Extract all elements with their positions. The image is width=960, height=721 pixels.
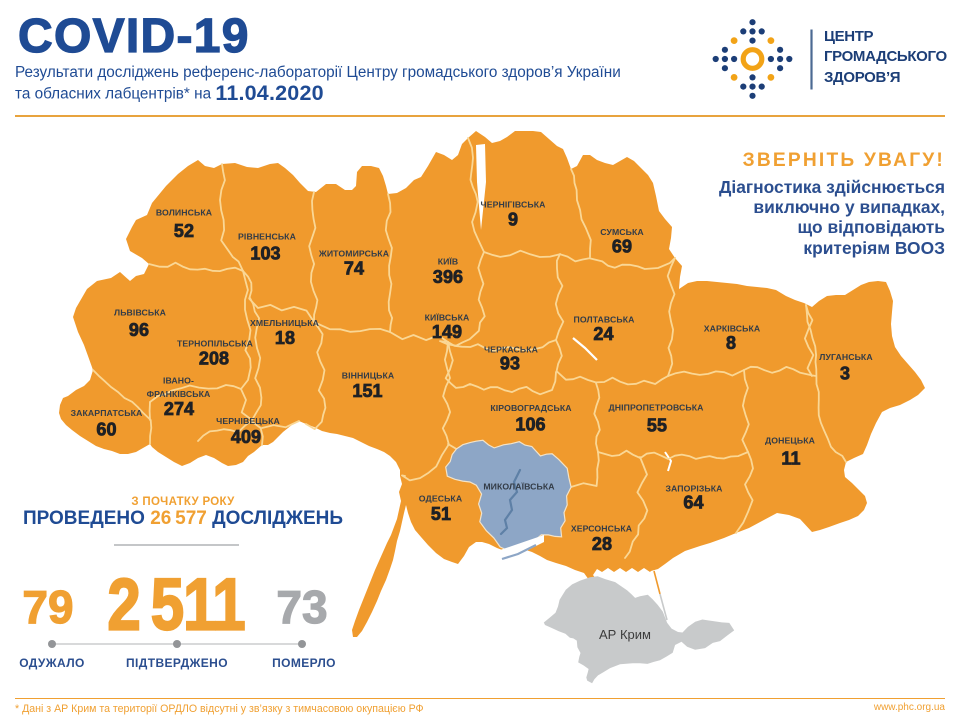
svg-text:КІРОВОГРАДСЬКА: КІРОВОГРАДСЬКА (490, 403, 572, 413)
svg-text:РІВНЕНСЬКА: РІВНЕНСЬКА (238, 232, 297, 242)
svg-text:ТЕРНОПІЛЬСЬКА: ТЕРНОПІЛЬСЬКА (177, 339, 254, 349)
svg-text:208: 208 (199, 349, 229, 369)
svg-text:28: 28 (592, 534, 612, 554)
svg-text:КИЇВ: КИЇВ (438, 257, 459, 267)
svg-text:18: 18 (275, 328, 295, 348)
svg-text:ДОНЕЦЬКА: ДОНЕЦЬКА (765, 436, 816, 446)
svg-text:ХМЕЛЬНИЦЬКА: ХМЕЛЬНИЦЬКА (250, 318, 320, 328)
svg-text:ДНІПРОПЕТРОВСЬКА: ДНІПРОПЕТРОВСЬКА (609, 403, 705, 413)
svg-text:55: 55 (647, 416, 667, 436)
svg-text:96: 96 (129, 320, 149, 340)
svg-text:ЧЕРНІВЕЦЬКА: ЧЕРНІВЕЦЬКА (216, 416, 280, 426)
svg-text:ФРАНКІВСЬКА: ФРАНКІВСЬКА (147, 389, 211, 399)
svg-text:93: 93 (500, 354, 520, 374)
svg-text:51: 51 (431, 504, 451, 524)
svg-text:ЗАПОРІЗЬКА: ЗАПОРІЗЬКА (665, 484, 723, 494)
svg-text:ОДЕСЬКА: ОДЕСЬКА (419, 494, 463, 504)
svg-text:ЧЕРКАСЬКА: ЧЕРКАСЬКА (484, 345, 539, 355)
svg-text:8: 8 (726, 333, 736, 353)
svg-text:ІВАНО-: ІВАНО- (163, 376, 194, 386)
svg-text:9: 9 (508, 210, 518, 230)
svg-text:149: 149 (432, 322, 462, 342)
svg-text:МИКОЛАЇВСЬКА: МИКОЛАЇВСЬКА (483, 482, 555, 492)
svg-text:74: 74 (344, 259, 364, 279)
svg-text:52: 52 (174, 221, 194, 241)
svg-text:ВОЛИНСЬКА: ВОЛИНСЬКА (156, 208, 213, 218)
svg-text:24: 24 (593, 324, 613, 344)
svg-text:ЖИТОМИРСЬКА: ЖИТОМИРСЬКА (318, 249, 390, 259)
svg-text:274: 274 (164, 399, 194, 419)
svg-text:3: 3 (840, 364, 850, 384)
svg-text:ХЕРСОНСЬКА: ХЕРСОНСЬКА (571, 524, 633, 534)
svg-text:КИЇВСЬКА: КИЇВСЬКА (425, 313, 470, 323)
svg-text:ХАРКІВСЬКА: ХАРКІВСЬКА (704, 324, 761, 334)
svg-text:ПОЛТАВСЬКА: ПОЛТАВСЬКА (574, 315, 636, 325)
svg-text:ВІННИЦЬКА: ВІННИЦЬКА (342, 371, 395, 381)
svg-text:ЛЬВІВСЬКА: ЛЬВІВСЬКА (114, 308, 167, 318)
svg-text:11: 11 (781, 449, 800, 469)
svg-text:396: 396 (433, 267, 463, 287)
svg-text:151: 151 (352, 381, 382, 401)
svg-text:ЧЕРНІГІВСЬКА: ЧЕРНІГІВСЬКА (481, 200, 547, 210)
svg-text:ЛУГАНСЬКА: ЛУГАНСЬКА (819, 352, 873, 362)
svg-text:АР Крим: АР Крим (599, 627, 651, 642)
svg-text:69: 69 (612, 237, 632, 257)
svg-text:64: 64 (683, 493, 703, 513)
svg-text:СУМСЬКА: СУМСЬКА (600, 227, 644, 237)
svg-text:103: 103 (250, 244, 280, 264)
svg-text:60: 60 (96, 420, 116, 440)
svg-text:106: 106 (515, 415, 545, 435)
svg-text:409: 409 (231, 427, 261, 447)
svg-text:ЗАКАРПАТСЬКА: ЗАКАРПАТСЬКА (71, 408, 143, 418)
